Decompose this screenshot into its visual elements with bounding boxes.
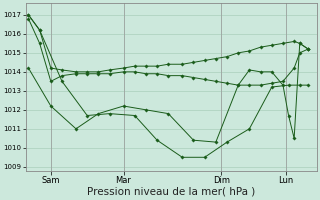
X-axis label: Pression niveau de la mer( hPa ): Pression niveau de la mer( hPa ) (87, 187, 255, 197)
